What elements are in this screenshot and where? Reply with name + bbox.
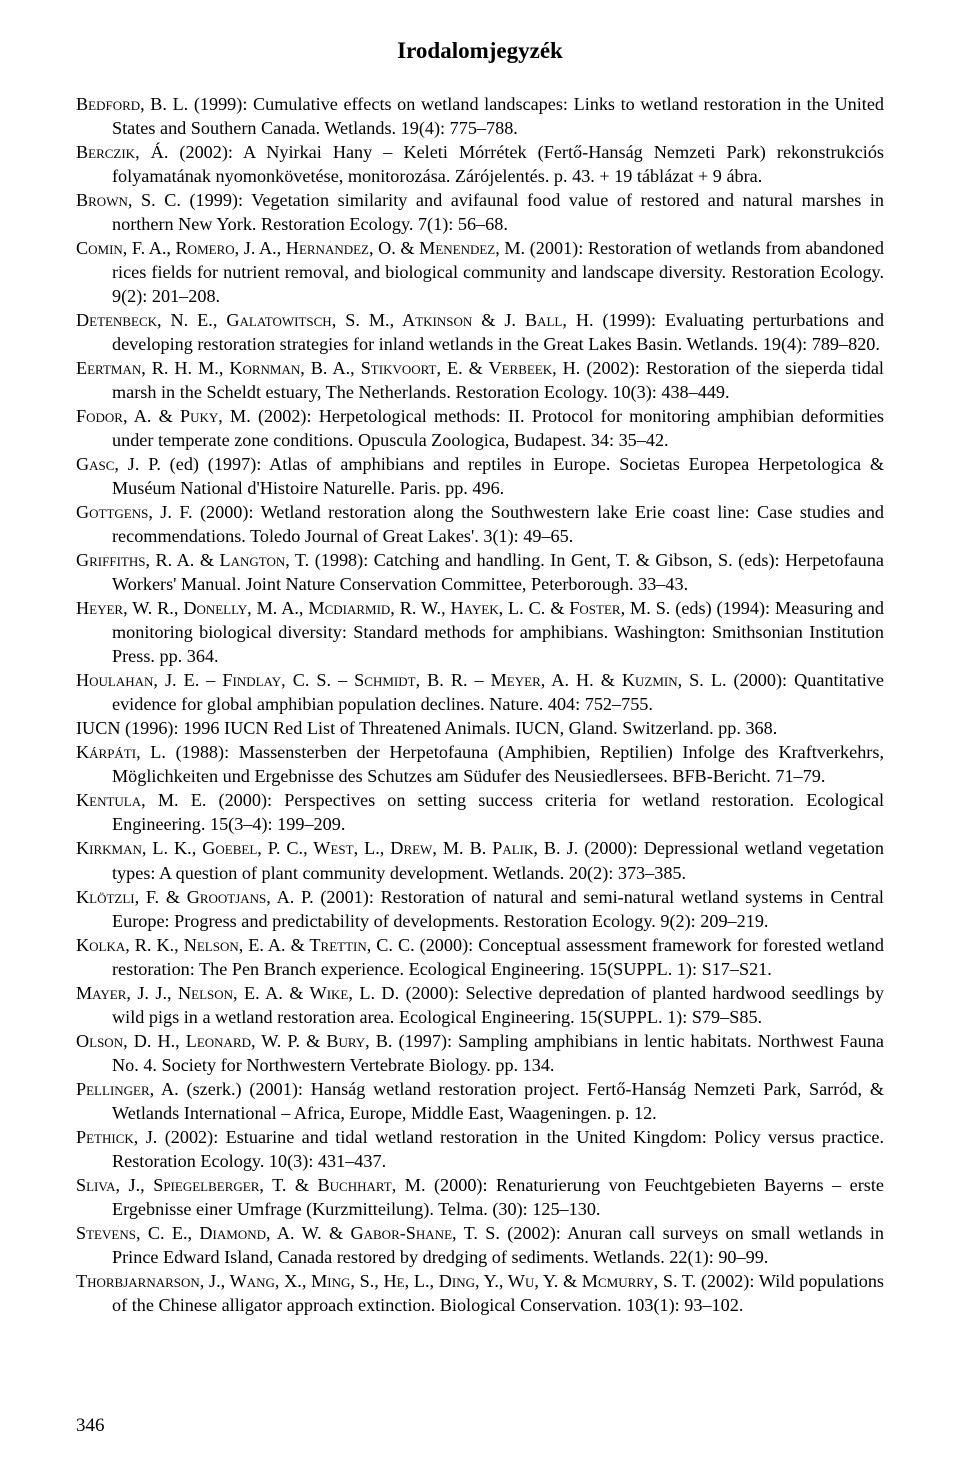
reference-entry: Gasc, J. P. (ed) (1997): Atlas of amphib… — [76, 452, 884, 500]
reference-author: Gottgens, J. F. — [76, 502, 193, 522]
reference-author: Houlahan, J. E. – Findlay, C. S. – Schmi… — [76, 670, 727, 690]
reference-author: Berczik, Á. — [76, 142, 168, 162]
reference-entry: Thorbjarnarson, J., Wang, X., Ming, S., … — [76, 1269, 884, 1317]
reference-entry: Sliva, J., Spiegelberger, T. & Buchhart,… — [76, 1173, 884, 1221]
reference-entry: IUCN (1996): 1996 IUCN Red List of Threa… — [76, 716, 884, 740]
reference-entry: Pellinger, A. (szerk.) (2001): Hanság we… — [76, 1077, 884, 1125]
reference-author: Eertman, R. H. M., Kornman, B. A., Stikv… — [76, 358, 580, 378]
reference-author: Kirkman, L. K., Goebel, P. C., West, L.,… — [76, 838, 578, 858]
reference-entry: Klötzli, F. & Grootjans, A. P. (2001): R… — [76, 885, 884, 933]
reference-entry: Comin, F. A., Romero, J. A., Hernandez, … — [76, 236, 884, 308]
reference-list: Bedford, B. L. (1999): Cumulative effect… — [76, 92, 884, 1317]
bibliography-title: Irodalomjegyzék — [76, 38, 884, 64]
reference-entry: Detenbeck, N. E., Galatowitsch, S. M., A… — [76, 308, 884, 356]
reference-body: (1999): Vegetation similarity and avifau… — [112, 190, 884, 234]
reference-body: (2000): Wetland restoration along the So… — [112, 502, 884, 546]
reference-author: Comin, F. A., Romero, J. A., Hernandez, … — [76, 238, 525, 258]
reference-entry: Heyer, W. R., Donelly, M. A., Mcdiarmid,… — [76, 596, 884, 668]
reference-author: Thorbjarnarson, J., Wang, X., Ming, S., … — [76, 1271, 696, 1291]
reference-author: Stevens, C. E., Diamond, A. W. & Gabor-S… — [76, 1223, 500, 1243]
reference-author: Mayer, J. J., Nelson, E. A. & Wike, L. D… — [76, 983, 399, 1003]
reference-entry: Griffiths, R. A. & Langton, T. (1998): C… — [76, 548, 884, 596]
reference-body: (1988): Massensterben der Herpetofauna (… — [112, 742, 884, 786]
reference-entry: Mayer, J. J., Nelson, E. A. & Wike, L. D… — [76, 981, 884, 1029]
reference-author: Bedford, B. L. — [76, 94, 188, 114]
reference-entry: Olson, D. H., Leonard, W. P. & Bury, B. … — [76, 1029, 884, 1077]
page-number: 346 — [76, 1415, 105, 1437]
reference-author: Klötzli, F. & Grootjans, A. P. — [76, 887, 314, 907]
reference-entry: Brown, S. C. (1999): Vegetation similari… — [76, 188, 884, 236]
reference-author: Fodor, A. & Puky, M. — [76, 406, 251, 426]
reference-entry: Fodor, A. & Puky, M. (2002): Herpetologi… — [76, 404, 884, 452]
reference-entry: Stevens, C. E., Diamond, A. W. & Gabor-S… — [76, 1221, 884, 1269]
reference-author: Pethick, J. — [76, 1127, 157, 1147]
reference-entry: Kentula, M. E. (2000): Perspectives on s… — [76, 788, 884, 836]
reference-author: Pellinger, A. — [76, 1079, 179, 1099]
reference-entry: Eertman, R. H. M., Kornman, B. A., Stikv… — [76, 356, 884, 404]
reference-author: Heyer, W. R., Donelly, M. A., Mcdiarmid,… — [76, 598, 670, 618]
page: Irodalomjegyzék Bedford, B. L. (1999): C… — [0, 0, 960, 1469]
reference-body: (1999): Cumulative effects on wetland la… — [112, 94, 884, 138]
reference-body: IUCN (1996): 1996 IUCN Red List of Threa… — [76, 718, 777, 738]
reference-entry: Berczik, Á. (2002): A Nyirkai Hany – Kel… — [76, 140, 884, 188]
reference-entry: Gottgens, J. F. (2000): Wetland restorat… — [76, 500, 884, 548]
reference-entry: Pethick, J. (2002): Estuarine and tidal … — [76, 1125, 884, 1173]
reference-author: Griffiths, R. A. & Langton, T. — [76, 550, 309, 570]
reference-entry: Kárpáti, L. (1988): Massensterben der He… — [76, 740, 884, 788]
reference-body: (2002): Estuarine and tidal wetland rest… — [112, 1127, 884, 1171]
reference-entry: Bedford, B. L. (1999): Cumulative effect… — [76, 92, 884, 140]
reference-body: (szerk.) (2001): Hanság wetland restorat… — [112, 1079, 884, 1123]
reference-author: Olson, D. H., Leonard, W. P. & Bury, B. — [76, 1031, 392, 1051]
reference-author: Brown, S. C. — [76, 190, 181, 210]
reference-body: (2000): Perspectives on setting success … — [112, 790, 884, 834]
reference-author: Detenbeck, N. E., Galatowitsch, S. M., A… — [76, 310, 594, 330]
reference-author: Kolka, R. K., Nelson, E. A. & Trettin, C… — [76, 935, 415, 955]
reference-entry: Kirkman, L. K., Goebel, P. C., West, L.,… — [76, 836, 884, 884]
reference-author: Kárpáti, L. — [76, 742, 166, 762]
reference-body: (ed) (1997): Atlas of amphibians and rep… — [112, 454, 884, 498]
reference-author: Kentula, M. E. — [76, 790, 206, 810]
reference-author: Gasc, J. P. — [76, 454, 161, 474]
reference-entry: Kolka, R. K., Nelson, E. A. & Trettin, C… — [76, 933, 884, 981]
reference-author: Sliva, J., Spiegelberger, T. & Buchhart,… — [76, 1175, 426, 1195]
reference-entry: Houlahan, J. E. – Findlay, C. S. – Schmi… — [76, 668, 884, 716]
reference-body: (2002): A Nyirkai Hany – Keleti Mórrétek… — [112, 142, 884, 186]
